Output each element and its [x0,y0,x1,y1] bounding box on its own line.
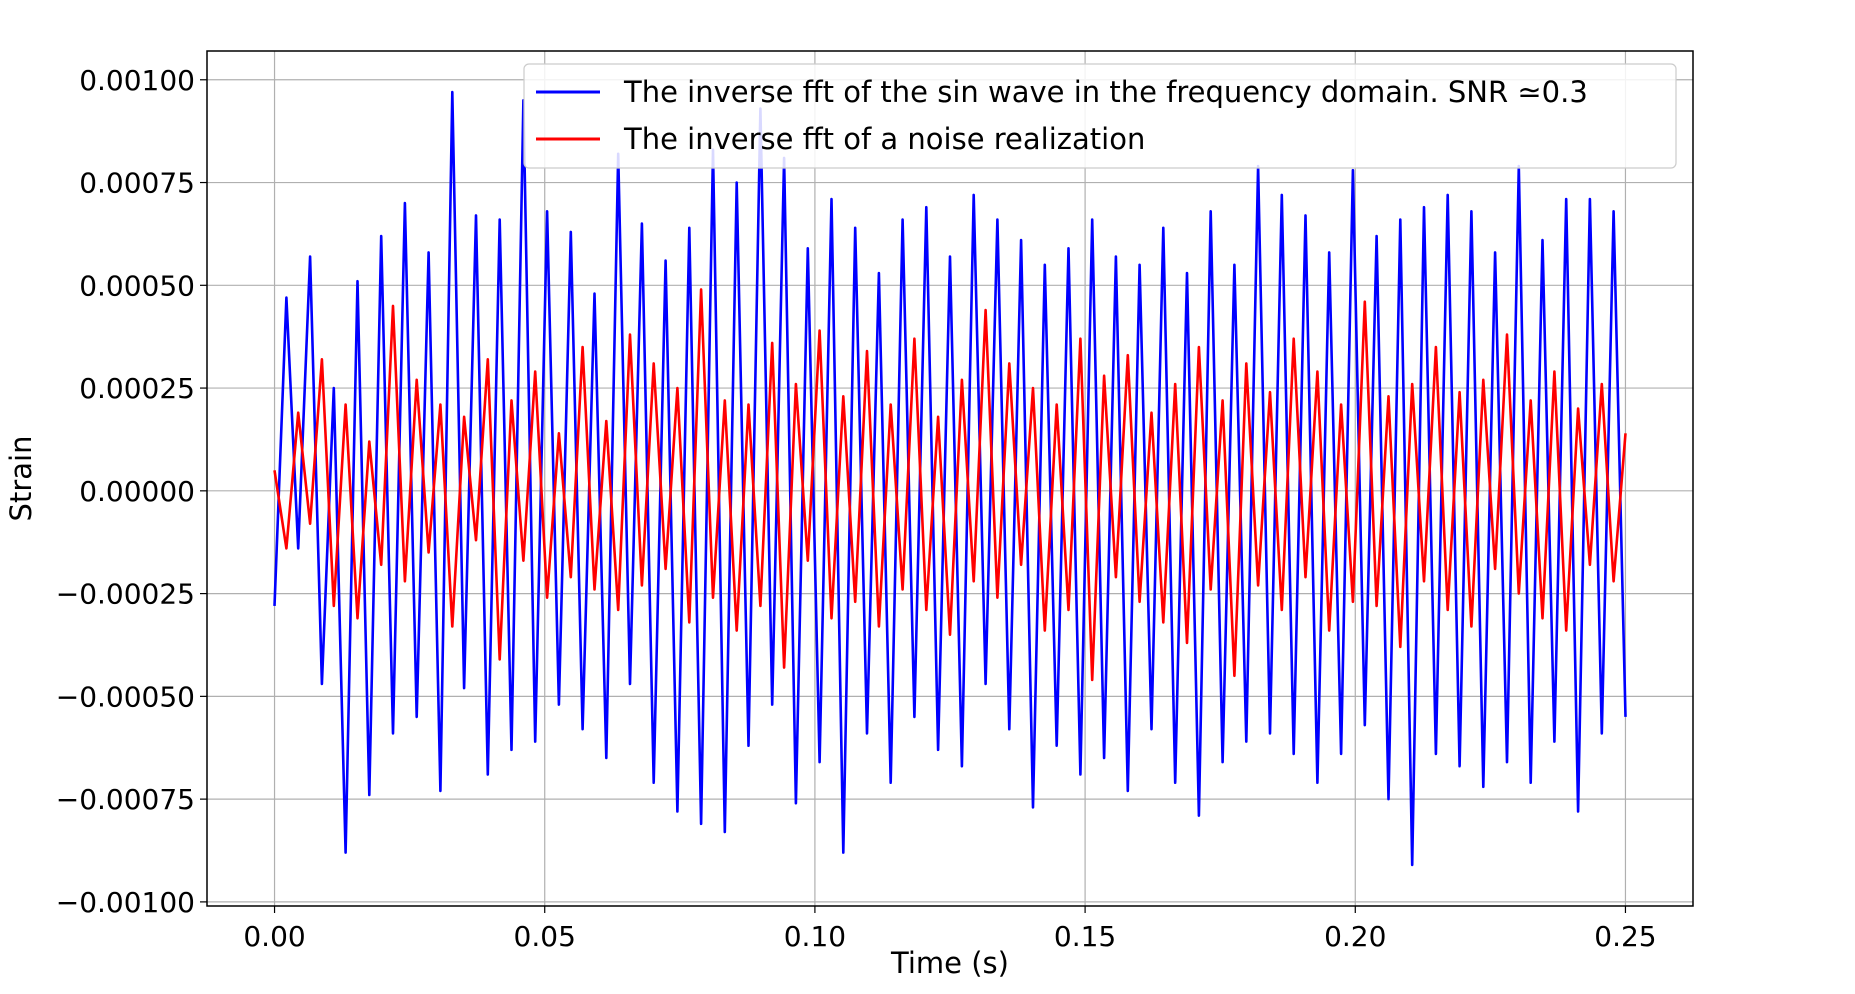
y-tick-label: 0.00050 [79,269,195,302]
legend-box [523,63,1677,169]
x-tick-label: 0.05 [514,920,576,953]
plot-frame [206,50,1694,907]
x-axis-ticks: 0.00 0.05 0.10 0.15 0.20 0.25 [243,906,1657,953]
x-axis-label: Time (s) [890,946,1009,980]
y-tick-label: −0.00100 [56,886,195,919]
y-tick-label: −0.00050 [56,680,195,713]
legend-entry-blue-series: The inverse fft of the sin wave in the f… [623,75,1588,109]
x-tick-label: 0.25 [1594,920,1656,953]
grid [207,51,1693,906]
y-tick-label: 0.00075 [79,167,195,200]
y-tick-label: −0.00075 [56,783,195,816]
x-tick-label: 0.20 [1324,920,1386,953]
y-tick-label: −0.00025 [56,578,195,611]
y-tick-label: 0.00100 [79,64,195,97]
y-tick-label: 0.00025 [79,372,195,405]
y-axis-label: Strain [4,436,38,522]
y-axis-ticks: 0.00100 0.00075 0.00050 0.00025 0.00000 −0.00… [56,64,207,919]
red-series-line [273,288,1627,682]
x-tick-label: 0.15 [1054,920,1116,953]
series-layer [273,90,1627,867]
legend: The inverse fft of the sin wave in the f… [523,63,1677,169]
x-tick-label: 0.10 [784,920,846,953]
y-tick-label: 0.00000 [79,475,195,508]
x-tick-label: 0.00 [243,920,305,953]
legend-entry-red-series: The inverse fft of a noise realization [623,122,1145,156]
blue-series-line [273,90,1627,867]
